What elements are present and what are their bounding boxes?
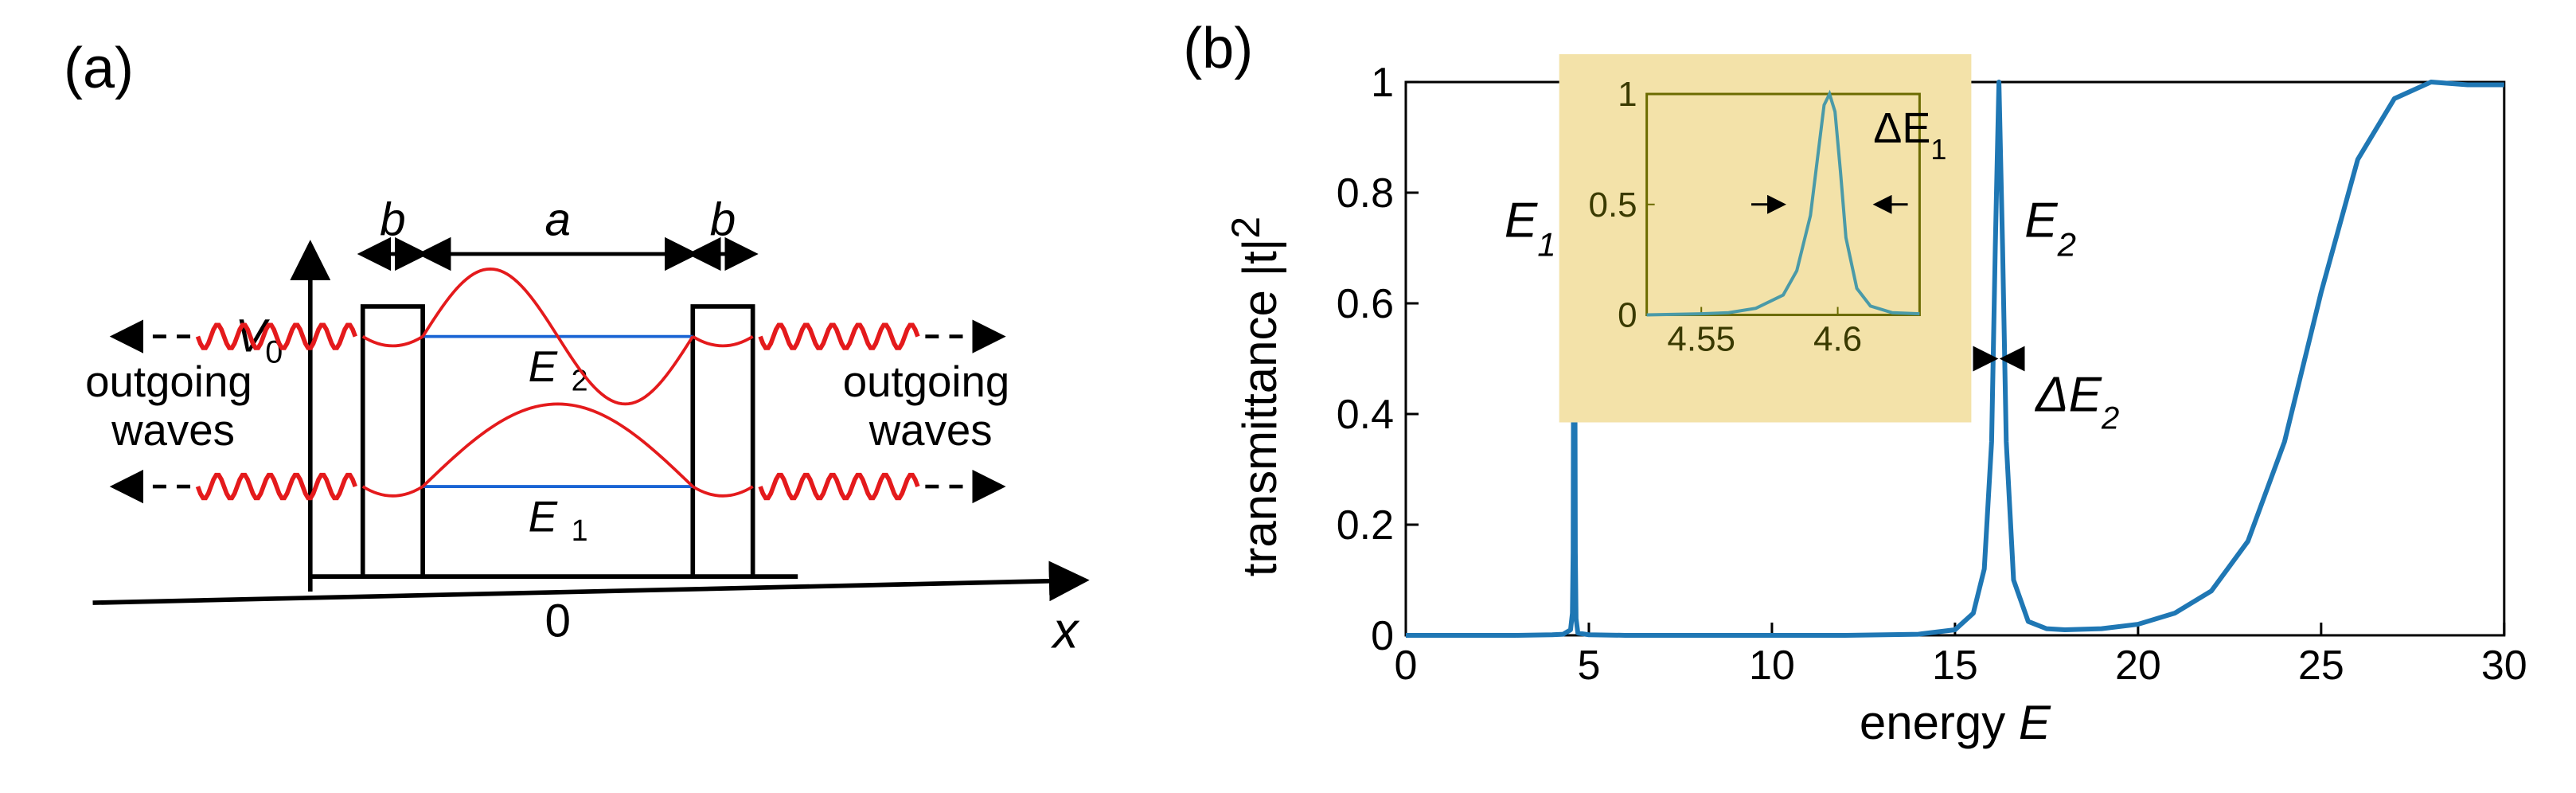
svg-text:0: 0 bbox=[1371, 613, 1394, 659]
chart-b-yaxis-area: transmittance |t|2 bbox=[1183, 32, 1318, 761]
svg-text:x: x bbox=[1051, 602, 1080, 659]
svg-text:5: 5 bbox=[1578, 643, 1601, 689]
svg-text:25: 25 bbox=[2298, 643, 2344, 689]
svg-text:1: 1 bbox=[572, 514, 588, 547]
svg-text:waves: waves bbox=[111, 406, 235, 455]
svg-text:0: 0 bbox=[544, 596, 570, 647]
svg-text:0.8: 0.8 bbox=[1337, 170, 1394, 217]
figure-root: (a) V0babE1E2outgoingwavesoutgoingwaves0… bbox=[0, 0, 2576, 793]
svg-text:b: b bbox=[380, 193, 405, 245]
svg-text:a: a bbox=[544, 193, 570, 245]
chart-b-wrap: transmittance |t|2 05101520253000.20.40.… bbox=[1183, 32, 2528, 761]
chart-b-ylabel: transmittance |t|2 bbox=[1223, 217, 1287, 576]
panel-a: (a) V0babE1E2outgoingwavesoutgoingwaves0… bbox=[0, 0, 1159, 793]
ylabel-base: transmittance |t| bbox=[1233, 239, 1286, 577]
svg-text:4.55: 4.55 bbox=[1668, 320, 1736, 359]
svg-text:b: b bbox=[710, 193, 736, 245]
svg-text:0.6: 0.6 bbox=[1337, 281, 1394, 327]
svg-text:0.5: 0.5 bbox=[1589, 186, 1637, 225]
svg-text:E: E bbox=[529, 342, 558, 391]
svg-text:0.4: 0.4 bbox=[1337, 392, 1394, 438]
panel-a-label: (a) bbox=[64, 36, 134, 101]
svg-text:1: 1 bbox=[1618, 75, 1637, 114]
svg-text:30: 30 bbox=[2481, 643, 2527, 689]
svg-text:0.2: 0.2 bbox=[1337, 502, 1394, 549]
svg-text:outgoing: outgoing bbox=[85, 357, 252, 406]
ylabel-sup: 2 bbox=[1224, 217, 1268, 239]
svg-text:1: 1 bbox=[1371, 60, 1394, 106]
svg-text:15: 15 bbox=[1932, 643, 1978, 689]
svg-text:waves: waves bbox=[868, 406, 993, 455]
svg-text:20: 20 bbox=[2115, 643, 2161, 689]
svg-text:E: E bbox=[529, 493, 558, 541]
svg-text:energy E: energy E bbox=[1860, 696, 2051, 749]
svg-text:0: 0 bbox=[1618, 296, 1637, 335]
panel-b: (b) transmittance |t|2 05101520253000.20… bbox=[1159, 0, 2576, 793]
svg-text:0: 0 bbox=[1395, 643, 1418, 689]
panel-a-schematic: V0babE1E2outgoingwavesoutgoingwaves0x bbox=[48, 32, 1135, 761]
chart-b-svg: 05101520253000.20.40.60.81energy EE1E2ΔE… bbox=[1318, 32, 2528, 761]
svg-text:4.6: 4.6 bbox=[1813, 320, 1862, 359]
chart-b-plot-area: 05101520253000.20.40.60.81energy EE1E2ΔE… bbox=[1318, 32, 2528, 761]
svg-text:10: 10 bbox=[1749, 643, 1795, 689]
svg-text:outgoing: outgoing bbox=[843, 357, 1010, 406]
